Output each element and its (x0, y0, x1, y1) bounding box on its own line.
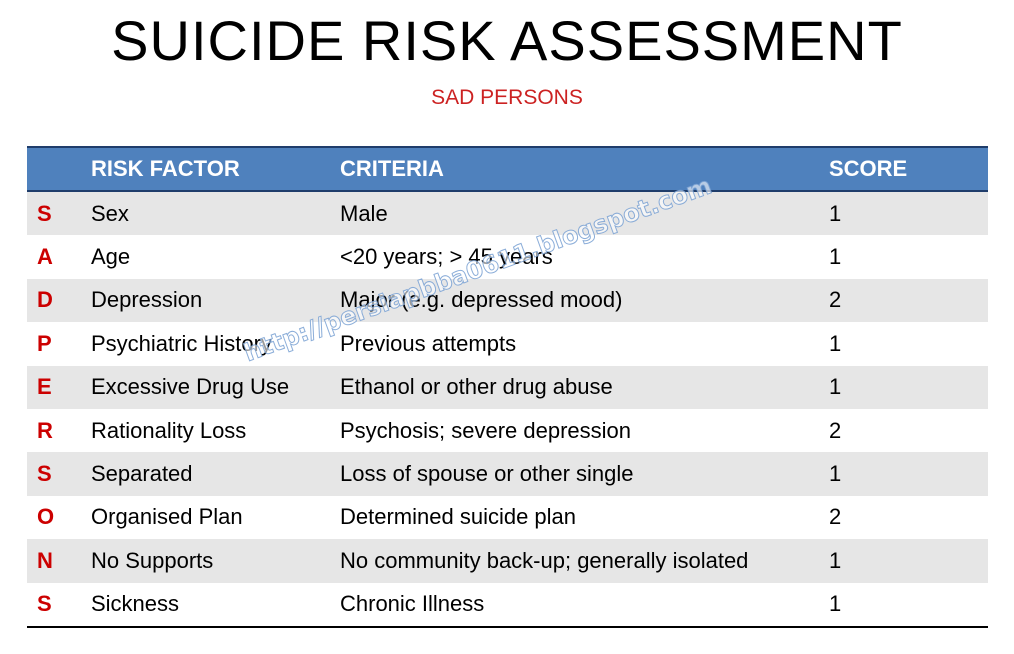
table-header: RISK FACTOR CRITERIA SCORE (27, 146, 988, 192)
row-letter: A (37, 244, 53, 270)
table-row: S Sickness Chronic Illness 1 (27, 582, 988, 626)
row-letter: N (37, 547, 53, 573)
table-row: S Sex Male 1 (27, 192, 988, 236)
row-score: 1 (829, 244, 842, 270)
row-risk-factor: Excessive Drug Use (91, 374, 290, 400)
table-row: S Separated Loss of spouse or other single… (27, 452, 988, 496)
row-criteria: Previous attempts (340, 330, 517, 356)
page-title: SUICIDE RISK ASSESSMENT (111, 9, 903, 72)
table-row: A Age <20 years; > 45 years 1 (27, 235, 988, 279)
row-criteria: Loss of spouse or other single (340, 461, 634, 487)
header-score: SCORE (829, 156, 908, 181)
row-letter: S (37, 591, 52, 617)
row-risk-factor: Organised Plan (91, 504, 243, 530)
row-risk-factor: Rationality Loss (91, 417, 247, 443)
row-risk-factor: Sex (91, 200, 129, 226)
row-risk-factor: Separated (91, 461, 193, 487)
row-letter: E (37, 374, 52, 400)
row-risk-factor: Psychiatric History (91, 330, 272, 356)
table-row: R Rationality Loss Psychosis; severe depre… (27, 408, 988, 453)
table-row: P Psychiatric History Previous attempts 1 (27, 322, 988, 366)
row-letter: R (37, 417, 53, 443)
row-score: 1 (829, 461, 842, 487)
row-criteria: Ethanol or other drug abuse (340, 374, 613, 400)
row-criteria: Major (e.g. depressed mood) (340, 287, 623, 313)
row-score: 1 (829, 591, 842, 617)
row-criteria: Psychosis; severe depression (340, 417, 632, 443)
row-criteria: <20 years; > 45 years (340, 244, 553, 270)
row-score: 2 (829, 287, 842, 313)
page-subtitle: SAD PERSONS (431, 86, 583, 109)
row-criteria: Determined suicide plan (340, 504, 577, 530)
row-letter: S (37, 200, 52, 226)
row-score: 1 (829, 374, 842, 400)
row-risk-factor: Age (91, 244, 131, 270)
row-score: 1 (829, 330, 842, 356)
table-row: E Excessive Drug Use Ethanol or other drug… (27, 365, 988, 409)
row-risk-factor: Depression (91, 287, 203, 313)
row-risk-factor: No Supports (91, 547, 214, 573)
row-score: 1 (829, 547, 842, 573)
row-letter: S (37, 461, 52, 487)
table-body: S Sex Male 1 A Age <20 years; > 45 years 1 D Depr… (27, 192, 988, 626)
row-risk-factor: Sickness (91, 591, 180, 617)
risk-table: RISK FACTOR CRITERIA SCORE S Sex Male 1 A Age… (27, 146, 988, 628)
row-criteria: Male (340, 200, 388, 226)
table-row: D Depression Major (e.g. depressed mood) 2 (27, 278, 988, 323)
header-risk-factor: RISK FACTOR (91, 156, 240, 181)
header-criteria: CRITERIA (340, 156, 444, 181)
row-score: 1 (829, 200, 842, 226)
row-letter: D (37, 287, 53, 313)
table-row: N No Supports No community back-up; genera… (27, 539, 988, 583)
row-criteria: Chronic Illness (340, 591, 485, 617)
table-row: O Organised Plan Determined suicide plan 2 (27, 495, 988, 540)
row-score: 2 (829, 504, 842, 530)
row-letter: P (37, 330, 52, 356)
row-criteria: No community back-up; generally isolated (340, 547, 749, 573)
row-score: 2 (829, 417, 842, 443)
row-letter: O (37, 504, 55, 530)
